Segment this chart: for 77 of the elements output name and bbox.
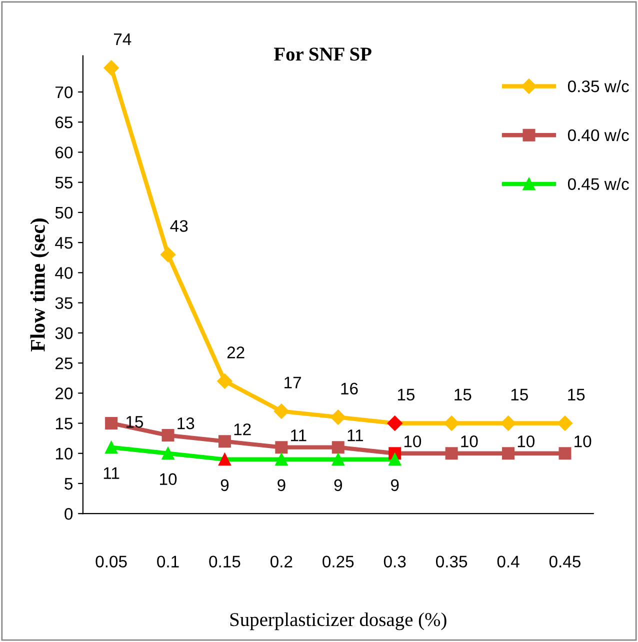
y-tick-label: 60 [56,146,73,158]
data-label: 13 [178,417,194,430]
point [274,404,289,419]
x-tick-label: 0.2 [270,556,292,568]
x-tick-label: 0.3 [384,556,406,568]
point [330,410,346,425]
point [332,441,344,454]
y-tick-label: 35 [55,297,73,309]
data-label: 22 [227,346,244,358]
legend-label: 0.45 w/c [568,178,629,190]
point [387,416,402,431]
point [162,447,174,460]
data-label: 11 [348,430,363,442]
x-tick-label: 0.4 [497,556,520,568]
y-tick-label: 10 [56,448,73,460]
point [218,435,231,448]
data-label: 16 [341,382,358,394]
point [502,447,515,460]
x-tick-label: 0.1 [157,556,179,568]
point [218,453,231,466]
data-label: 15 [511,388,528,401]
y-tick-label: 30 [55,327,73,340]
data-label: 11 [104,467,120,479]
y-tick-label: 0 [64,508,73,520]
point [162,429,174,442]
point [445,447,458,460]
x-tick-label: 0.35 [436,556,468,568]
point [388,453,402,466]
point [275,453,288,466]
data-label: 15 [568,388,585,401]
y-tick-label: 15 [56,418,73,430]
point [217,374,232,389]
data-label: 43 [170,220,188,232]
data-label: 17 [284,376,301,388]
x-axis-title: Superplasticizer dosage (%) [230,612,446,630]
x-tick-label: 0.05 [96,556,127,568]
y-tick-label: 40 [55,267,73,279]
x-tick-label: 0.25 [322,556,354,568]
point [160,247,176,262]
y-tick-label: 50 [55,206,73,219]
data-label: 10 [574,435,592,448]
x-tick-label: 0.15 [209,556,240,568]
point [105,441,118,454]
data-label: 74 [114,34,132,45]
data-label: 9 [334,479,342,492]
y-tick-label: 65 [56,116,73,128]
point [104,60,119,76]
y-tick-label: 5 [64,478,73,490]
y-tick-label: 45 [55,237,73,249]
data-label: 15 [454,388,472,401]
x-tick-label: 0.45 [549,556,581,568]
point [444,416,460,431]
point [275,441,288,454]
data-label: 12 [234,423,251,436]
data-label: 10 [160,473,177,486]
data-label: 10 [404,435,422,448]
y-tick-label: 25 [56,357,73,370]
data-label: 10 [518,435,534,448]
legend-label: 0.40 w/c [568,128,629,142]
point [558,447,572,460]
point [332,453,344,466]
data-label: 9 [220,479,229,492]
point [500,416,516,431]
data-label: 11 [291,430,306,442]
legend-label: 0.35 w/c [568,80,629,92]
point [557,416,573,431]
data-label: 15 [398,388,415,401]
y-axis-title: Flow time (sec) [30,218,50,352]
data-label: 9 [391,479,399,492]
data-label: 15 [126,416,144,428]
y-tick-label: 20 [56,388,73,400]
y-tick-label: 70 [56,86,73,98]
chart-title: For SNF SP [274,48,372,61]
data-label: 10 [461,435,478,448]
point [105,417,118,430]
data-label: 9 [278,479,286,492]
y-tick-label: 55 [55,176,73,189]
